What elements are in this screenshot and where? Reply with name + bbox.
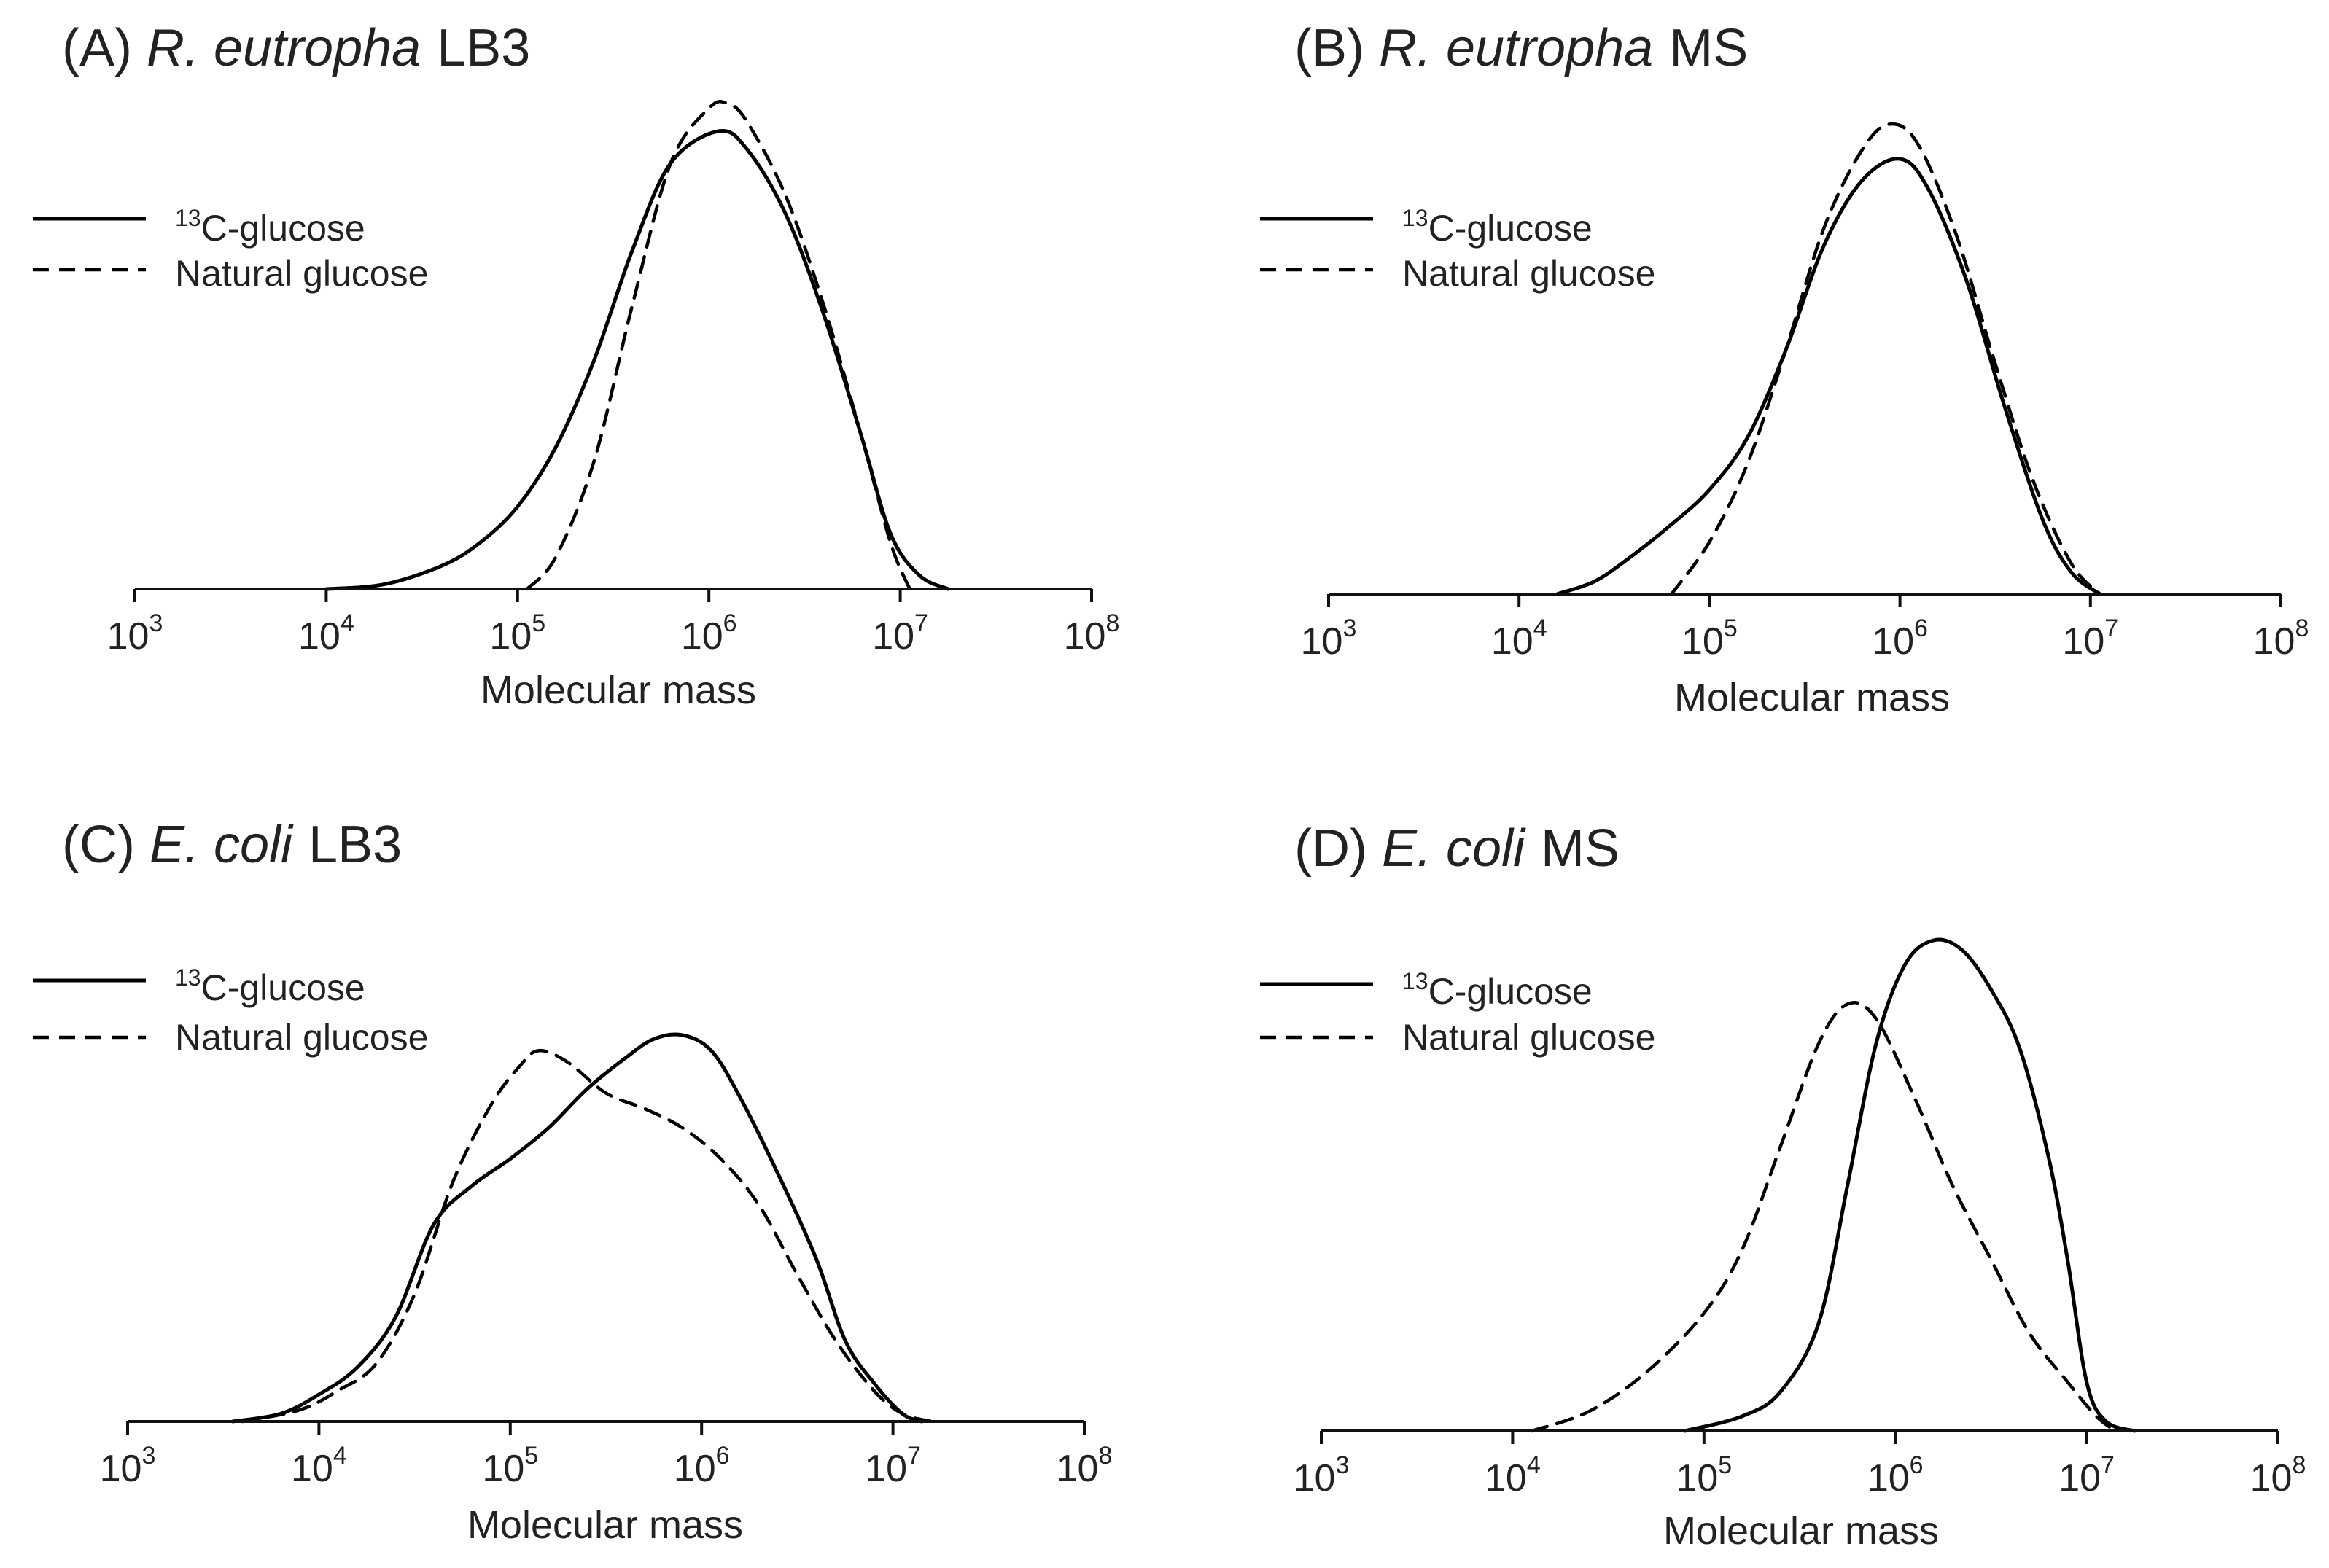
series-line-13c-glucose [230, 1032, 924, 1424]
x-tick-label: 108 [2250, 1451, 2306, 1499]
series-line-natural-glucose [525, 99, 911, 591]
panel-title: (C) E. coli LB3 [62, 816, 402, 874]
x-tick-label: 107 [2058, 1451, 2115, 1499]
panel-title: (A) R. eutropha LB3 [62, 19, 530, 77]
x-tick-label: 104 [1485, 1451, 1541, 1499]
panel-title: (B) R. eutropha MS [1294, 19, 1748, 77]
x-tick-label: 108 [2253, 615, 2309, 663]
x-tick-label: 107 [872, 609, 928, 658]
x-tick-label: 104 [298, 609, 354, 658]
series-line-13c-glucose [1555, 157, 2102, 596]
x-tick-label: 105 [482, 1442, 538, 1490]
x-axis-label: Molecular mass [467, 1503, 743, 1547]
x-tick-label: 108 [1064, 609, 1120, 658]
legend-label-13c-glucose: 13C-glucose [1402, 968, 1593, 1012]
plot-area: 103 104 105 106 107 108 [1301, 122, 2309, 663]
panel-d: (D) E. coli MS 13C-glucose Natural glucos… [1260, 819, 2306, 1553]
plot-area: 103 104 105 106 107 108 [107, 99, 1120, 658]
legend-label-natural-glucose: Natural glucose [1402, 1017, 1655, 1058]
x-tick-label: 105 [489, 609, 545, 658]
x-axis-label: Molecular mass [1674, 676, 1950, 719]
x-tick-label: 103 [100, 1442, 156, 1490]
panel-a: (A) R. eutropha LB3 13C-glucose Natural g… [33, 19, 1119, 712]
x-tick-label: 105 [1676, 1451, 1732, 1499]
x-tick-label: 105 [1681, 615, 1738, 663]
series-line-natural-glucose [241, 1048, 933, 1424]
x-tick-label: 106 [1872, 615, 1928, 663]
x-tick-label: 108 [1057, 1442, 1113, 1490]
legend-label-natural-glucose: Natural glucose [175, 1017, 428, 1058]
x-tick-label: 106 [674, 1442, 730, 1490]
x-tick-label: 103 [107, 609, 163, 658]
series-line-13c-glucose [1683, 937, 2136, 1433]
legend-label-natural-glucose: Natural glucose [1402, 253, 1655, 294]
x-tick-label: 107 [865, 1442, 921, 1490]
x-tick-label: 103 [1301, 615, 1357, 663]
series-line-natural-glucose [1669, 122, 2102, 596]
x-axis-label: Molecular mass [481, 668, 756, 712]
legend: 13C-glucose Natural glucose [1260, 205, 1655, 294]
plot-area: 103 104 105 106 107 108 [100, 1032, 1113, 1490]
legend-label-natural-glucose: Natural glucose [175, 253, 428, 294]
legend: 13C-glucose Natural glucose [33, 964, 428, 1058]
x-tick-label: 106 [681, 609, 737, 658]
series-line-natural-glucose [1530, 1001, 2118, 1433]
x-tick-label: 107 [2062, 615, 2118, 663]
legend: 13C-glucose Natural glucose [33, 205, 428, 294]
series-line-13c-glucose [324, 128, 950, 591]
panel-b: (B) R. eutropha MS 13C-glucose Natural gl… [1260, 19, 2309, 719]
legend-label-13c-glucose: 13C-glucose [175, 964, 365, 1008]
x-tick-label: 104 [1491, 615, 1547, 663]
plot-area: 103 104 105 106 107 108 [1294, 937, 2306, 1499]
panel-c: (C) E. coli LB3 13C-glucose Natural gluco… [33, 816, 1112, 1547]
legend-label-13c-glucose: 13C-glucose [175, 205, 365, 249]
legend: 13C-glucose Natural glucose [1260, 968, 1655, 1058]
panel-title: (D) E. coli MS [1294, 819, 1620, 878]
x-tick-label: 106 [1867, 1451, 1924, 1499]
x-tick-label: 103 [1294, 1451, 1350, 1499]
x-axis-label: Molecular mass [1663, 1509, 1939, 1553]
x-tick-label: 104 [291, 1442, 347, 1490]
legend-label-13c-glucose: 13C-glucose [1402, 205, 1593, 249]
